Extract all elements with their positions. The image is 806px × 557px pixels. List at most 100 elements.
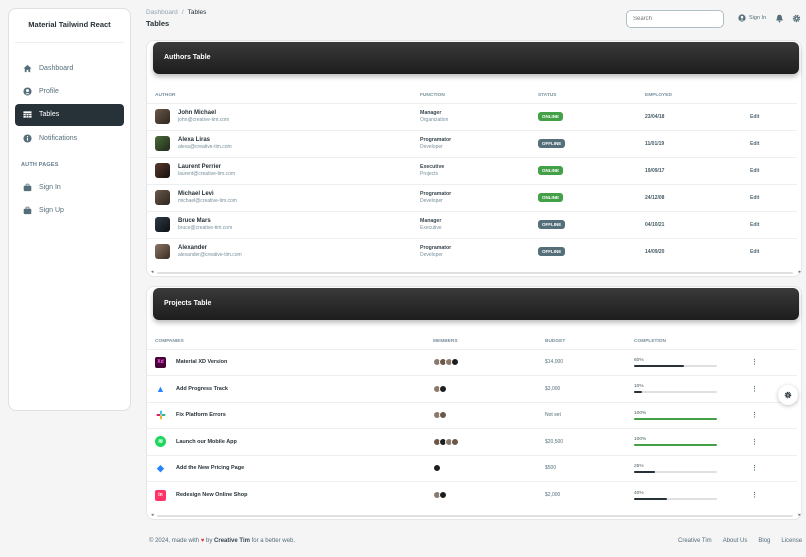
author-org: Executive [420, 225, 442, 231]
horizontal-scrollbar[interactable]: ◂ ▸ [147, 512, 803, 519]
table-row: Laurent Perrier laurent@creative-tim.com … [147, 157, 797, 185]
settings-fab[interactable] [778, 385, 798, 405]
col-employed: EMPLOYED [637, 89, 742, 104]
sidebar: Material Tailwind React Dashboard Profil… [8, 8, 131, 411]
author-name: John Michael [178, 110, 217, 116]
user-circle-icon [738, 14, 746, 22]
search-input[interactable] [626, 10, 724, 28]
completion-fill [634, 470, 655, 473]
horizontal-scrollbar[interactable]: ◂ ▸ [147, 269, 803, 276]
project-budget: $3,000 [545, 385, 561, 392]
sidebar-item-label: Sign In [39, 183, 61, 191]
page-title: Tables [146, 19, 170, 28]
status-badge: OFFLINE [538, 220, 566, 229]
user-circle-icon [23, 87, 32, 96]
author-job: Manager [420, 218, 442, 224]
completion-bar [634, 444, 717, 447]
breadcrumb: Dashboard / Tables [146, 9, 206, 16]
sidebar-item-label: Dashboard [39, 64, 74, 72]
completion-percent: 25% [634, 463, 644, 469]
completion-bar [634, 391, 717, 394]
author-name: Michael Levi [178, 191, 214, 197]
member-avatar[interactable] [439, 411, 447, 420]
member-avatar[interactable] [439, 384, 447, 393]
footer-link-about-us[interactable]: About Us [722, 538, 748, 544]
sidebar-item-dashboard[interactable]: Dashboard [15, 57, 124, 79]
table-row: Michael Levi michael@creative-tim.com Pro… [147, 184, 797, 212]
sidebar-item-sign-up[interactable]: Sign Up [15, 200, 124, 222]
col-completion: COMPLETION [626, 335, 743, 350]
completion-bar [634, 417, 717, 420]
completion-percent: 60% [634, 357, 644, 363]
more-options-icon[interactable]: ⋮ [751, 412, 758, 420]
sidebar-item-profile[interactable]: Profile [15, 80, 124, 102]
sidebar-item-sign-in[interactable]: Sign In [15, 176, 124, 198]
breadcrumb-dashboard[interactable]: Dashboard [146, 9, 178, 16]
status-badge: OFFLINE [538, 139, 566, 148]
sign-in-button[interactable]: Sign In [738, 14, 766, 22]
more-options-icon[interactable]: ⋮ [751, 492, 758, 499]
members-group [433, 491, 537, 499]
atlassian-logo-icon: ▲ [156, 383, 165, 394]
invision-logo-icon: in [155, 489, 166, 501]
footer-author-link[interactable]: Creative Tim [214, 538, 250, 544]
col-budget: BUDGET [537, 335, 626, 350]
bell-icon[interactable] [775, 14, 784, 23]
edit-link[interactable]: Edit [750, 140, 760, 147]
author-org: Developer [420, 198, 443, 204]
scroll-left-icon[interactable]: ◂ [151, 512, 154, 518]
sidebar-item-notifications[interactable]: Notifications [15, 127, 124, 149]
authors-table: AUTHOR FUNCTION STATUS EMPLOYED John Mic… [147, 89, 797, 265]
completion-bar [634, 497, 717, 500]
project-name: Fix Platform Errors [176, 412, 226, 419]
edit-link[interactable]: Edit [750, 221, 760, 228]
member-avatar[interactable] [439, 491, 447, 499]
scroll-track[interactable] [157, 272, 793, 274]
auth-pages-title: AUTH PAGES [21, 162, 59, 169]
table-row: ▲ Add Progress Track $3,000 10% ⋮ [147, 375, 797, 403]
projects-card: Projects Table COMPANIES MEMBERS BUDGET … [146, 286, 802, 520]
table-row: Fix Platform Errors Not set 100% ⋮ [147, 402, 797, 429]
scroll-left-icon[interactable]: ◂ [151, 269, 154, 275]
completion-fill [634, 497, 668, 500]
completion-fill [634, 444, 717, 447]
avatar [155, 163, 170, 178]
scroll-right-icon[interactable]: ▸ [798, 512, 801, 518]
sidebar-item-label: Notifications [39, 134, 78, 142]
status-badge: ONLINE [538, 193, 564, 202]
sidebar-item-tables[interactable]: Tables [15, 103, 124, 126]
author-job: Programator [420, 245, 452, 252]
footer-made-with: © 2024, made with [149, 538, 200, 544]
employed-date: 23/04/18 [645, 113, 665, 120]
more-options-icon[interactable]: ⋮ [751, 465, 758, 473]
member-avatar[interactable] [451, 437, 459, 446]
footer-link-license[interactable]: License [781, 538, 803, 544]
edit-link[interactable]: Edit [750, 113, 760, 120]
gear-icon[interactable] [792, 14, 801, 23]
project-name: Add the New Pricing Page [176, 465, 245, 472]
more-options-icon[interactable]: ⋮ [751, 359, 758, 367]
footer-link-creative-tim[interactable]: Creative Tim [678, 538, 712, 544]
members-group [433, 464, 537, 473]
member-avatar[interactable] [451, 358, 459, 367]
projects-table-title: Projects Table [164, 300, 212, 307]
footer-link-blog[interactable]: Blog [758, 538, 771, 544]
sidebar-nav: Dashboard Profile Tables Notifications [9, 57, 130, 149]
edit-link[interactable]: Edit [750, 167, 760, 174]
table-row: Alexa Liras alexa@creative-tim.com Progra… [147, 130, 797, 158]
author-email: alexa@creative-tim.com [178, 144, 232, 150]
author-job: Programator [420, 137, 452, 143]
brand-title[interactable]: Material Tailwind React [28, 20, 111, 29]
edit-link[interactable]: Edit [750, 248, 760, 255]
member-avatar[interactable] [433, 464, 441, 473]
author-org: Developer [420, 252, 443, 259]
more-options-icon[interactable]: ⋮ [751, 438, 758, 446]
edit-link[interactable]: Edit [750, 194, 760, 201]
table-row: Xd Material XD Version $14,000 60% ⋮ [147, 349, 797, 376]
projects-card-header: Projects Table [153, 288, 799, 320]
more-options-icon[interactable]: ⋮ [751, 385, 758, 393]
employed-date: 24/12/08 [645, 194, 665, 201]
scroll-track[interactable] [157, 515, 793, 517]
briefcase-icon [23, 206, 32, 215]
scroll-right-icon[interactable]: ▸ [798, 269, 801, 275]
